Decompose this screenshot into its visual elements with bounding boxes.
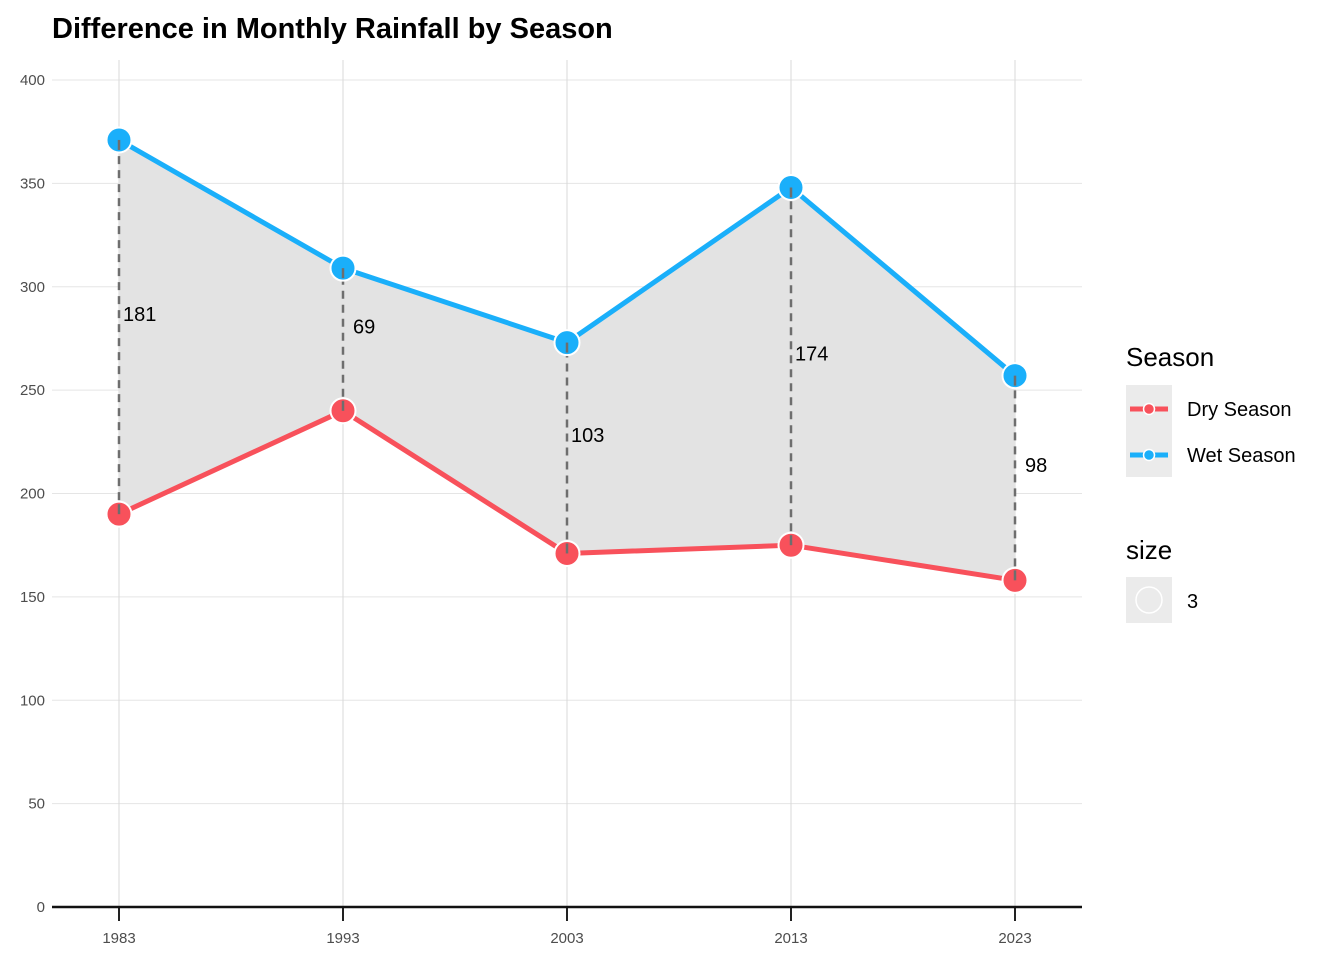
y-tick-label: 250 xyxy=(20,382,45,399)
y-tick-label: 50 xyxy=(28,796,45,813)
legend-key-point-wet xyxy=(1142,448,1156,462)
difference-labels: 181 69 103 174 98 xyxy=(123,304,1047,477)
legend-title-size: size xyxy=(1126,535,1172,565)
legend-label-wet-season: Wet Season xyxy=(1187,445,1296,467)
difference-label: 69 xyxy=(353,316,375,338)
y-tick-label: 200 xyxy=(20,486,45,503)
legend-title-season: Season xyxy=(1126,342,1214,372)
difference-label: 181 xyxy=(123,304,156,326)
legend-item-size-3[interactable]: 3 xyxy=(1135,586,1198,614)
x-tick-label: 1983 xyxy=(102,930,135,947)
y-tick-label: 350 xyxy=(20,175,45,192)
legend-key-point-dry xyxy=(1142,402,1156,416)
legend-key-background-season xyxy=(1126,385,1172,477)
legend-key-size-circle xyxy=(1135,586,1163,614)
y-tick-label: 400 xyxy=(20,72,45,89)
chart-title: Difference in Monthly Rainfall by Season xyxy=(52,13,613,45)
legend-label-dry-season: Dry Season xyxy=(1187,399,1292,421)
y-tick-label: 0 xyxy=(37,899,45,916)
x-tick-label: 1993 xyxy=(326,930,359,947)
legend: Season Dry Season Wet Season size 3 xyxy=(1126,342,1296,623)
legend-item-wet-season[interactable]: Wet Season xyxy=(1130,445,1296,467)
x-tick-label: 2023 xyxy=(998,930,1031,947)
y-tick-label: 300 xyxy=(20,279,45,296)
legend-item-dry-season[interactable]: Dry Season xyxy=(1130,399,1292,421)
x-tick-label: 2003 xyxy=(550,930,583,947)
difference-connectors xyxy=(117,139,1017,581)
difference-label: 174 xyxy=(795,343,828,365)
series-points xyxy=(105,126,1029,594)
x-tick-label: 2013 xyxy=(774,930,807,947)
difference-label: 98 xyxy=(1025,455,1047,477)
legend-label-size-3: 3 xyxy=(1187,591,1198,613)
y-tick-label: 150 xyxy=(20,589,45,606)
y-tick-label: 100 xyxy=(20,692,45,709)
difference-label: 103 xyxy=(571,425,604,447)
legend-key-background-size xyxy=(1126,577,1172,623)
axes: 0 50 100 150 200 250 300 350 400 1983 1993 2003 2013… xyxy=(20,72,1082,947)
